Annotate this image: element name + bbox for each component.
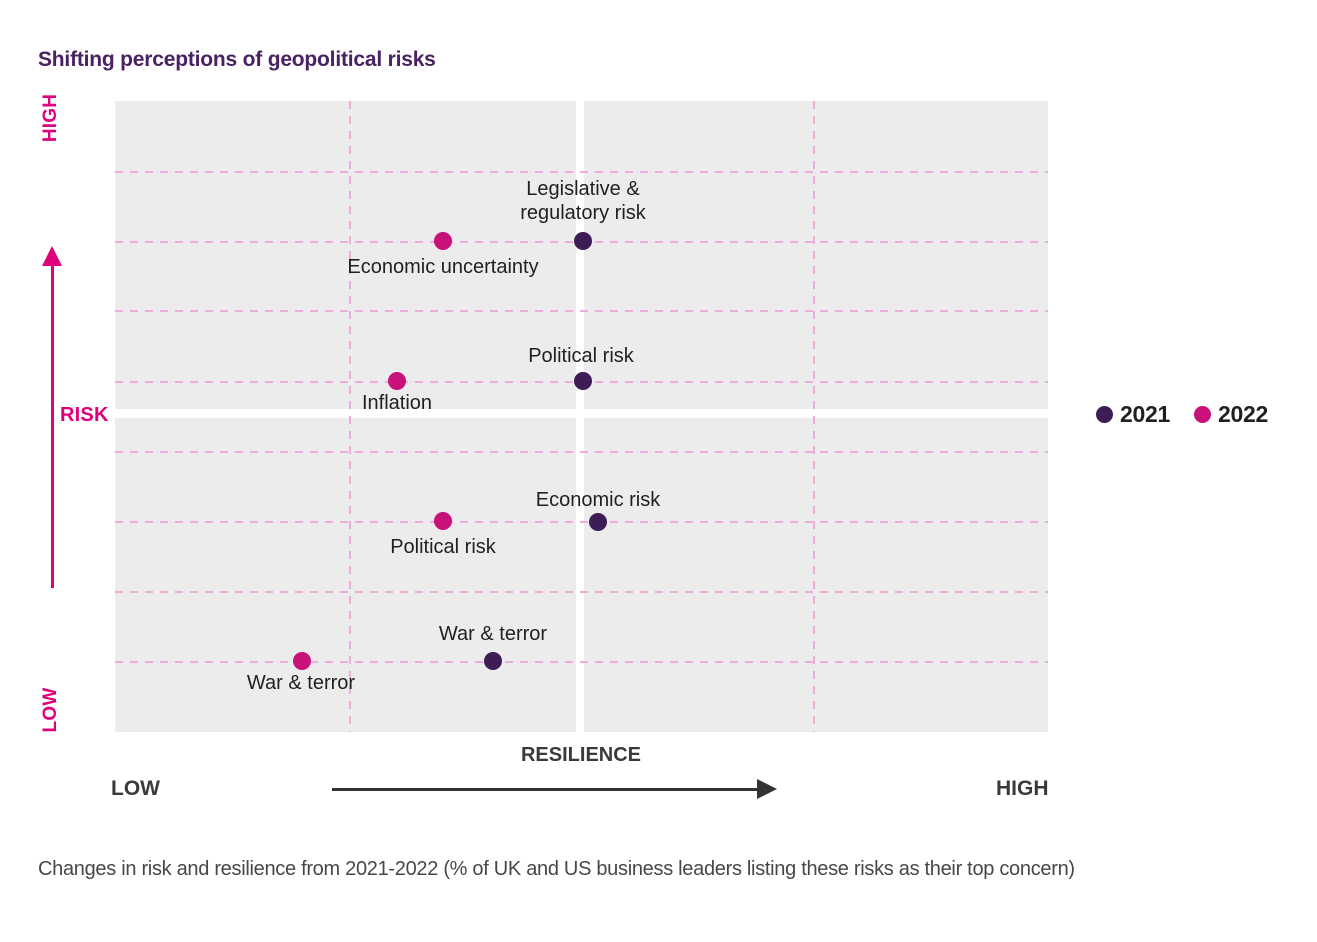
quadrant-top-left bbox=[115, 101, 576, 409]
y-axis-arrow-head-icon bbox=[42, 246, 62, 266]
point-2022-political-risk bbox=[434, 512, 452, 530]
x-axis-high-label: HIGH bbox=[996, 777, 1049, 800]
legend: 2021 2022 bbox=[1096, 401, 1268, 428]
legend-label-2021: 2021 bbox=[1120, 401, 1170, 427]
point-label-economic-uncertainty: Economic uncertainty bbox=[347, 256, 539, 278]
gridline-vertical bbox=[813, 101, 815, 732]
point-label-war-terror-2022: War & terror bbox=[246, 672, 356, 694]
x-axis-arrow-head-icon bbox=[757, 779, 777, 799]
point-2021-economic-risk bbox=[589, 513, 607, 531]
legend-item-2021: 2021 bbox=[1096, 401, 1170, 428]
point-label-war-terror-2021: War & terror bbox=[438, 623, 548, 645]
point-2022-inflation bbox=[388, 372, 406, 390]
point-label-inflation: Inflation bbox=[361, 392, 433, 414]
gridline-horizontal bbox=[115, 591, 1048, 593]
x-axis-low-label: LOW bbox=[111, 777, 160, 800]
point-label-political-risk-2021: Political risk bbox=[528, 345, 634, 367]
point-2022-war-terror bbox=[293, 652, 311, 670]
gridline-horizontal bbox=[115, 521, 1048, 523]
legend-dot-2022-icon bbox=[1193, 406, 1211, 423]
point-2022-economic-uncertainty bbox=[434, 232, 452, 250]
y-axis-low-label: LOW bbox=[40, 687, 61, 733]
gridline-vertical bbox=[349, 101, 351, 732]
gridline-horizontal bbox=[115, 451, 1048, 453]
plot-area: Legislative & regulatory risk Economic u… bbox=[115, 101, 1048, 732]
quadrant-top-right bbox=[584, 101, 1048, 409]
point-label-economic-risk: Economic risk bbox=[535, 489, 661, 511]
legend-item-2022: 2022 bbox=[1193, 401, 1268, 428]
y-axis-arrow-shaft bbox=[51, 265, 54, 588]
point-2021-political-risk bbox=[574, 372, 592, 390]
point-2021-legislative-regulatory-risk bbox=[574, 232, 592, 250]
point-label-legislative-regulatory-risk: Legislative & regulatory risk bbox=[520, 178, 646, 224]
legend-dot-2021-icon bbox=[1096, 406, 1113, 423]
chart-title: Shifting perceptions of geopolitical ris… bbox=[38, 48, 436, 71]
y-axis-high-label: HIGH bbox=[40, 93, 61, 143]
point-label-political-risk-2022: Political risk bbox=[390, 536, 496, 558]
gridline-horizontal bbox=[115, 310, 1048, 312]
quadrant-bottom-right bbox=[584, 418, 1048, 732]
chart-caption: Changes in risk and resilience from 2021… bbox=[38, 858, 1075, 880]
gridline-horizontal bbox=[115, 171, 1048, 173]
x-axis-resilience-label: RESILIENCE bbox=[520, 744, 642, 766]
legend-label-2022: 2022 bbox=[1217, 401, 1268, 427]
point-2021-war-terror bbox=[484, 652, 502, 670]
y-axis-risk-label: RISK bbox=[60, 404, 109, 426]
quadrant-bottom-left bbox=[115, 418, 576, 732]
gridline-horizontal bbox=[115, 661, 1048, 663]
x-axis-arrow-shaft bbox=[332, 788, 759, 791]
